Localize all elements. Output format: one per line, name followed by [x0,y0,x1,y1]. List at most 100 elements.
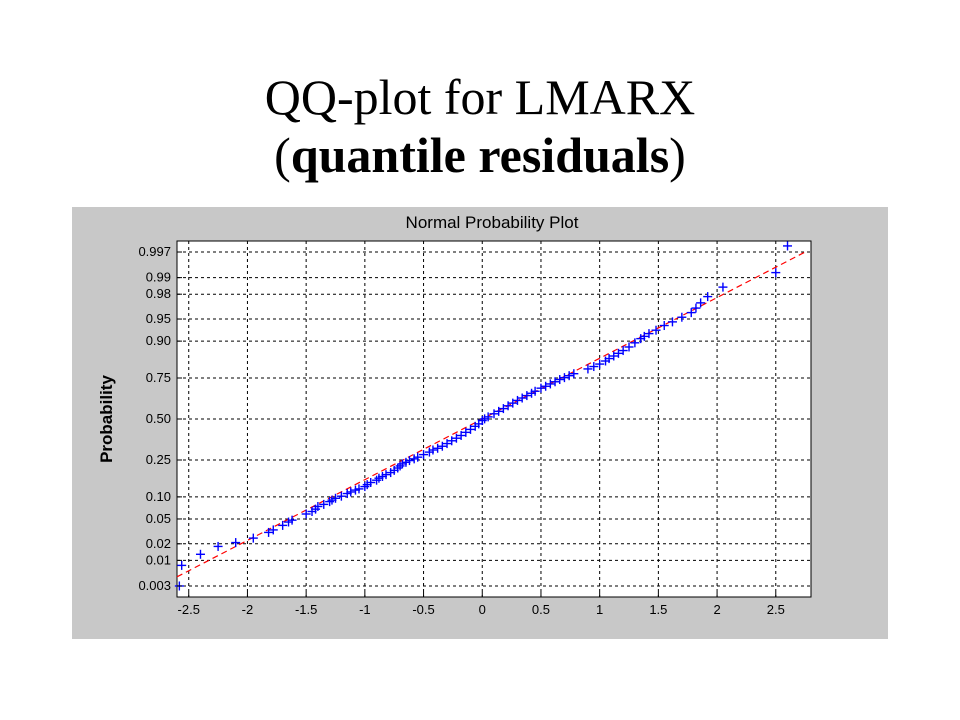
data-point-marker [433,443,443,453]
data-point-marker [489,409,499,419]
data-point-marker [195,549,205,559]
data-point-marker [659,321,669,331]
data-point-marker [718,282,728,292]
data-point-marker [651,325,661,335]
data-markers [174,241,793,591]
data-point-marker [428,445,438,455]
data-point-marker [583,364,593,374]
data-point-marker [413,452,423,462]
data-point-marker [564,371,574,381]
data-point-marker [287,515,297,525]
data-point-marker [696,298,706,308]
data-point-marker [512,395,522,405]
slide-title-line2: (quantile residuals) [0,126,960,184]
y-axis-label: Probability [97,375,116,463]
y-tick-label: 0.98 [146,286,171,301]
data-point-marker [691,303,701,313]
y-tick-label: 0.05 [146,511,171,526]
data-point-marker [442,439,452,449]
x-tick-label: 2 [713,602,720,617]
data-point-marker [595,359,605,369]
data-point-marker [264,527,274,537]
data-point-marker [771,268,781,278]
y-tick-label: 0.02 [146,536,171,551]
data-point-marker [639,331,649,341]
data-point-marker [559,373,569,383]
data-point-marker [677,312,687,322]
data-point-marker [624,342,634,352]
y-tick-label: 0.25 [146,452,171,467]
y-tick-label: 0.75 [146,370,171,385]
title-paren-close: ) [669,127,686,183]
data-point-marker [437,441,447,451]
y-axis-ticks: 0.003 0.010.02 0.05 0.10 0.25 0.50 0.75 0.90 0.9… [138,244,182,593]
data-point-marker [354,484,364,494]
data-point-marker [346,487,356,497]
data-point-marker [503,401,513,411]
data-point-marker [419,450,429,460]
data-point-marker [703,292,713,302]
title-bold-text: quantile residuals [290,127,670,183]
data-point-marker [530,386,540,396]
data-point-marker [268,525,278,535]
data-point-marker [213,541,223,551]
data-point-marker [618,346,628,356]
data-point-marker [522,391,532,401]
data-point-marker [447,436,457,446]
x-tick-label: 2.5 [767,602,785,617]
data-point-marker [545,379,555,389]
x-tick-label: 1 [596,602,603,617]
data-point-marker [550,377,560,387]
data-point-marker [589,362,599,372]
data-point-marker [231,538,241,548]
x-tick-label: -1.5 [295,602,317,617]
data-point-marker [278,520,288,530]
x-tick-label: -2 [242,602,254,617]
data-point-marker [494,406,504,416]
data-point-marker [456,430,466,440]
data-point-marker [508,398,518,408]
y-tick-label: 0.95 [146,311,171,326]
x-axis-ticks: -2.5 -2 -1.5 -1 -0.5 0 0.5 1 1.5 2 2.5 [178,592,785,617]
data-point-marker [466,424,476,434]
data-point-marker [630,338,640,348]
figure-window: -2.5 -2 -1.5 -1 -0.5 0 0.5 1 1.5 2 2.5 0.003 0.01 0.… [72,207,888,639]
data-point-marker [686,308,696,318]
normal-probability-chart: -2.5 -2 -1.5 -1 -0.5 0 0.5 1 1.5 2 2.5 0.0030.010.… [97,213,812,617]
data-point-marker [451,433,461,443]
data-point-marker [609,351,619,361]
y-tick-label: 0.003 [138,578,171,593]
data-point-marker [604,354,614,364]
y-tick-label: 0.99 [146,270,171,285]
data-point-marker [336,491,346,501]
x-tick-label: 1.5 [649,602,667,617]
plot-area [176,240,812,598]
x-tick-label: 0 [479,602,486,617]
y-tick-label: 0.50 [146,411,171,426]
data-point-marker [319,499,329,509]
data-point-marker [667,317,677,327]
slide-title: QQ-plot for LMARX (quantile residuals) [0,68,960,184]
data-point-marker [461,427,471,437]
data-point-marker [644,329,654,339]
data-point-marker [248,533,258,543]
data-point-marker [555,375,565,385]
y-tick-label: 0.01 [146,552,171,567]
y-tick-label: 0.90 [146,333,171,348]
data-point-marker [569,369,579,379]
y-tick-label: 0.997 [138,244,171,259]
title-paren-open: ( [274,127,291,183]
data-point-marker [366,478,376,488]
y-tick-label: 0.10 [146,489,171,504]
data-point-marker [404,456,414,466]
x-tick-label: -2.5 [178,602,200,617]
data-point-marker [613,348,623,358]
data-point-marker [313,501,323,511]
data-point-marker [536,383,546,393]
x-tick-label: -0.5 [412,602,434,617]
data-point-marker [331,493,340,503]
x-tick-label: 0.5 [532,602,550,617]
chart-title: Normal Probability Plot [406,213,579,232]
grid-lines [177,241,811,597]
data-point-marker [517,393,527,403]
